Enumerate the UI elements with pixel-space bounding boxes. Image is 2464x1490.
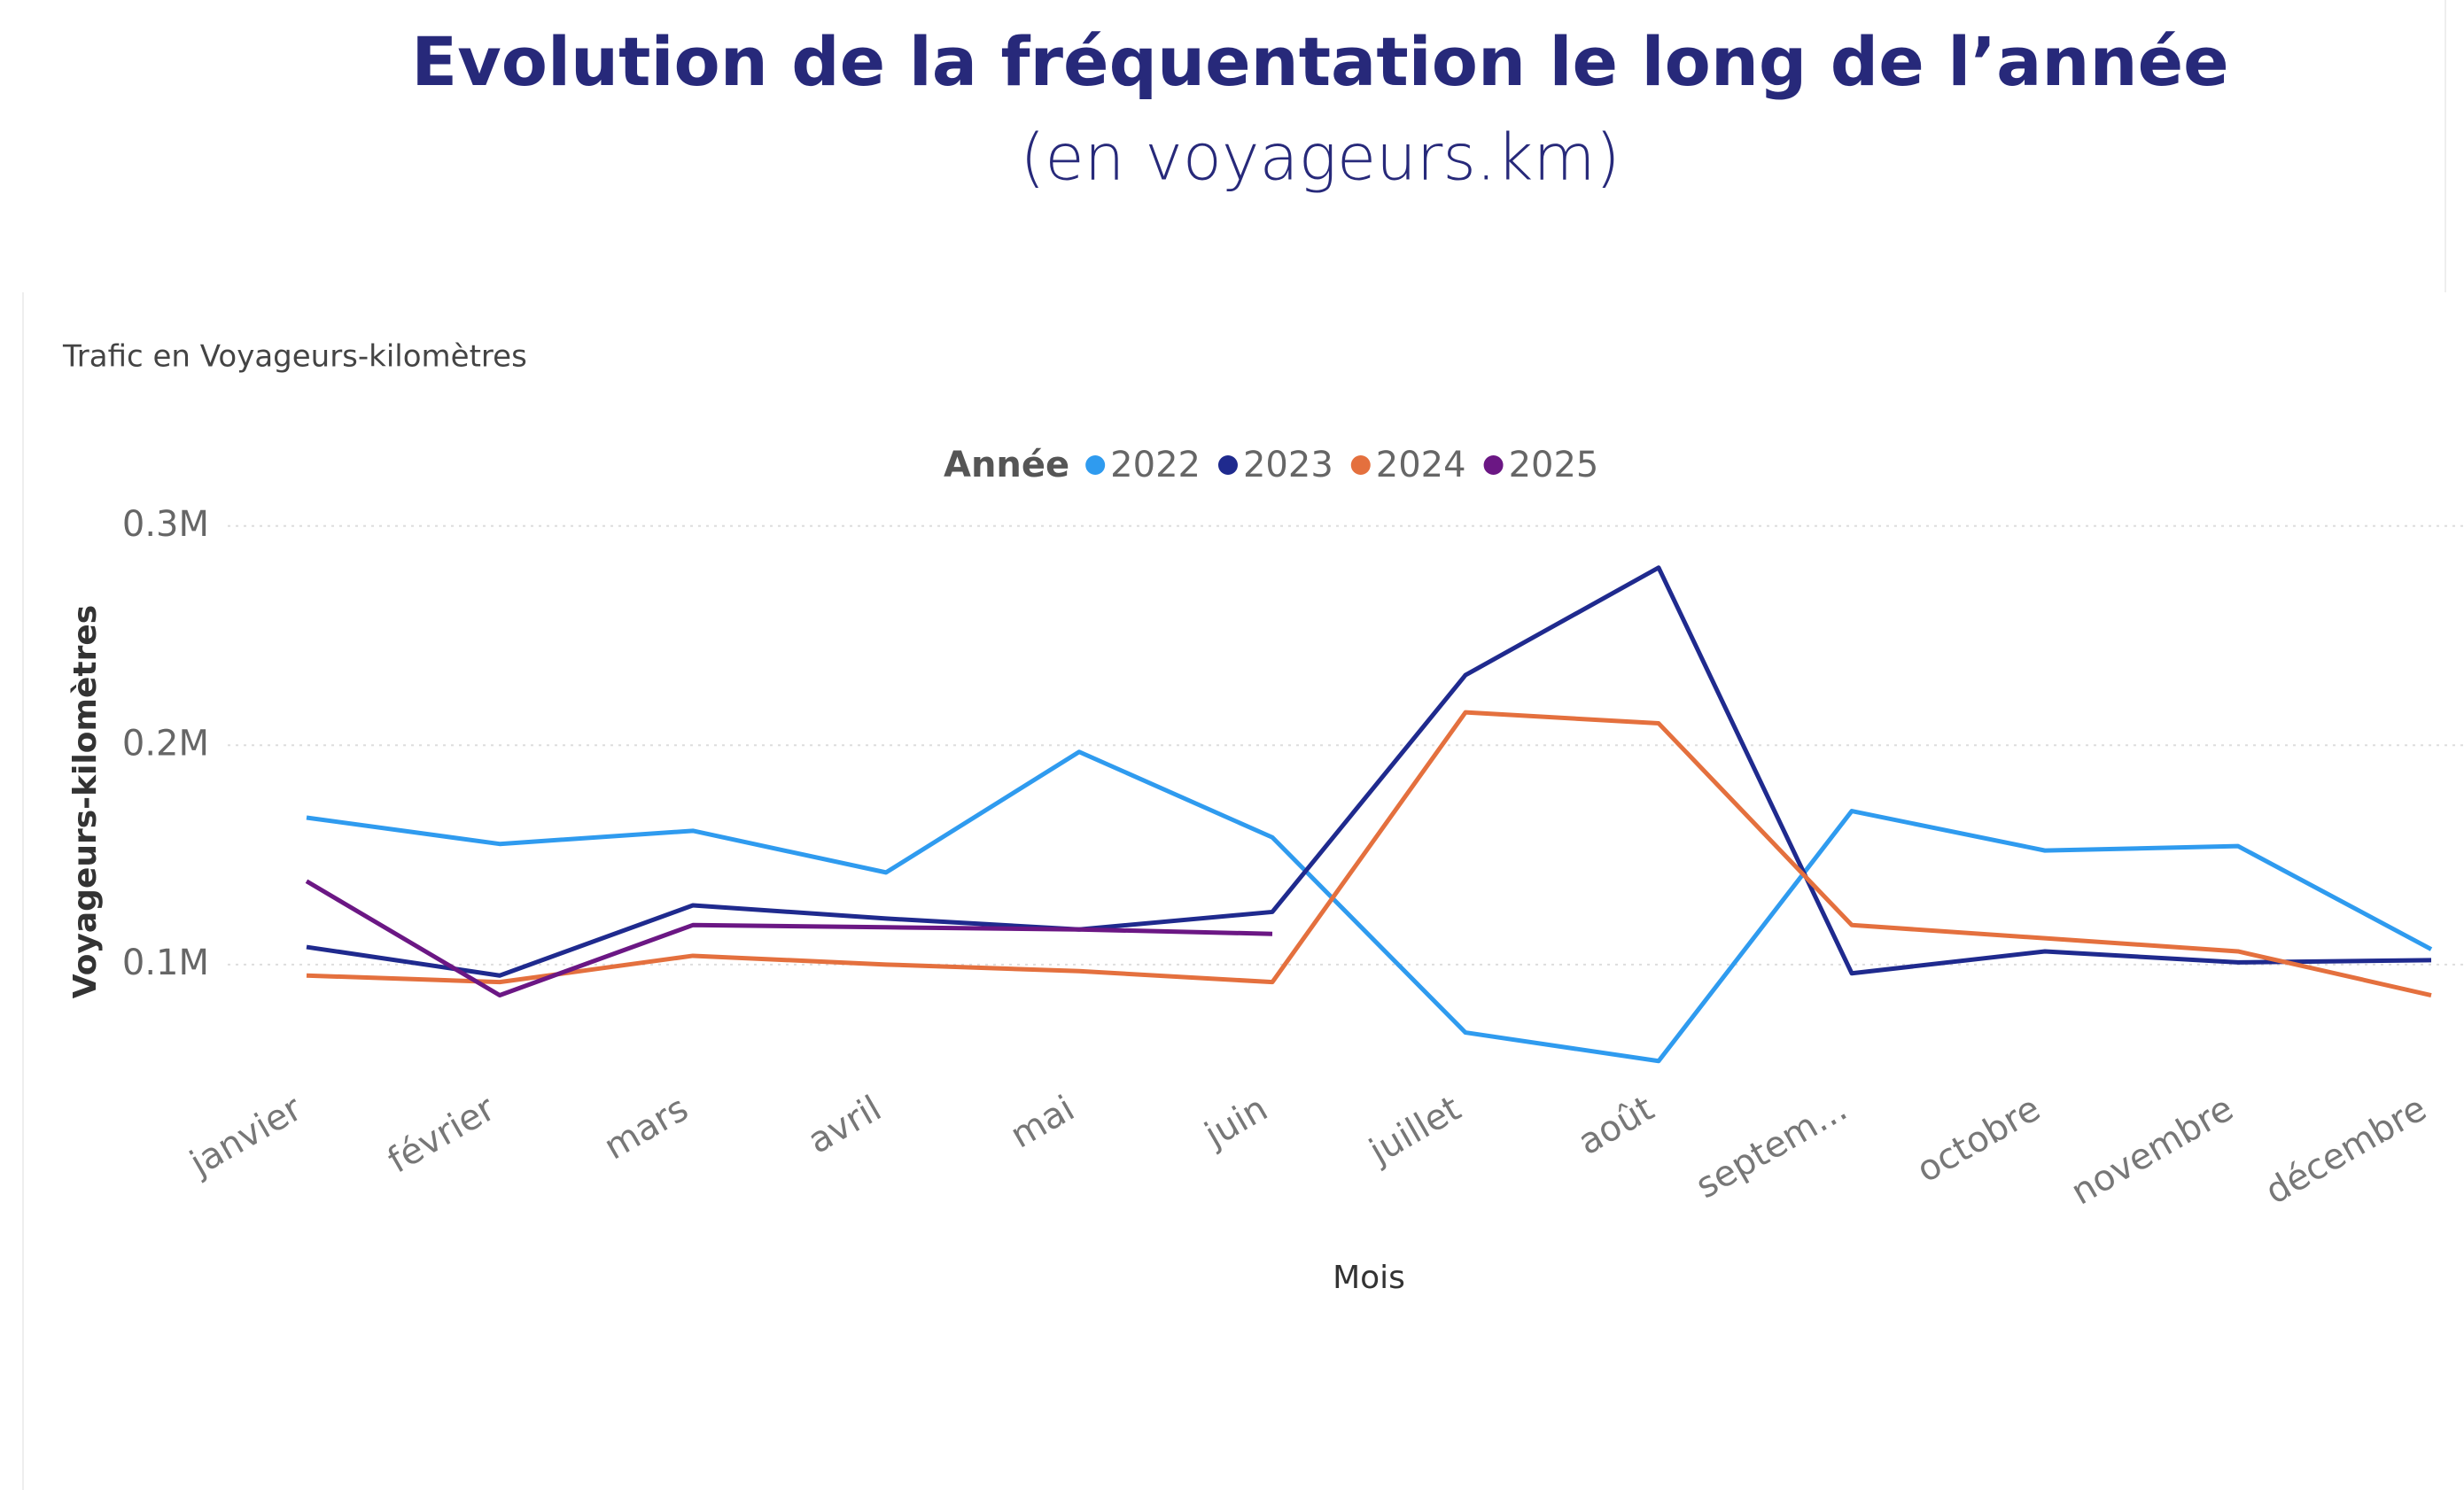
line-series: [306, 749, 2433, 1064]
x-tick-label: juin: [1197, 1088, 1274, 1156]
legend-marker: [1483, 455, 1504, 475]
legend-label: 2024: [1376, 445, 1466, 485]
legend: Année 2022 2023 2024 2025: [944, 445, 1598, 485]
x-tick-label: juillet: [1362, 1088, 1467, 1172]
x-tick-label: mars: [597, 1088, 695, 1168]
y-tick-label: 0.3M: [122, 504, 209, 545]
x-tick-label: avril: [801, 1088, 888, 1161]
legend-label: 2023: [1243, 445, 1333, 485]
x-tick-label: août: [1572, 1088, 1661, 1163]
x-tick-label: février: [381, 1088, 502, 1182]
x-tick-label: mai: [1004, 1088, 1082, 1156]
legend-marker: [1217, 455, 1238, 475]
y-axis-label: Voyageurs-kilomètres: [67, 605, 104, 998]
legend-marker: [1085, 455, 1106, 475]
x-axis-label: Mois: [1333, 1260, 1405, 1296]
x-tick-label: novembre: [2064, 1088, 2240, 1213]
chart-heading: Trafic en Voyageurs-kilomètres: [62, 339, 527, 375]
line-series: [306, 710, 2432, 997]
x-tick-label: décembre: [2258, 1088, 2433, 1212]
chart-title: Evolution de la fréquentation le long de…: [411, 22, 2228, 101]
y-tick-label: 0.1M: [122, 943, 209, 983]
x-tick-label: octobre: [1910, 1088, 2048, 1191]
x-tick-label: septem...: [1689, 1088, 1854, 1207]
legend-title: Année: [944, 445, 1069, 485]
y-tick-label: 0.2M: [122, 723, 209, 764]
line-series: [305, 879, 1273, 998]
line-series: [306, 565, 2432, 978]
legend-label: 2022: [1110, 445, 1201, 485]
x-tick-label: janvier: [183, 1088, 309, 1184]
chart-subtitle: (en voyageurs.km): [1020, 120, 1620, 195]
legend-marker: [1350, 455, 1371, 475]
legend-label: 2025: [1509, 445, 1599, 485]
